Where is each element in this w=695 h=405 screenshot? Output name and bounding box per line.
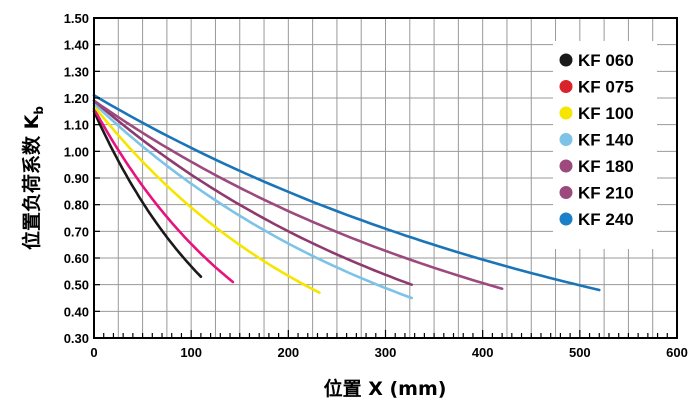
- legend-label: KF 180: [578, 157, 634, 176]
- x-tick-label: 100: [180, 345, 202, 360]
- legend-marker: [560, 133, 573, 146]
- y-axis-title-group: 位置负荷系数 Kb: [20, 106, 46, 250]
- legend-marker: [560, 160, 573, 173]
- legend-marker: [560, 107, 573, 120]
- legend-marker: [560, 186, 573, 199]
- legend-label: KF 075: [578, 78, 634, 97]
- x-axis-title: 位置 X (mm): [324, 377, 447, 400]
- y-tick-label: 0.30: [64, 331, 89, 346]
- y-tick-label: 0.60: [64, 251, 89, 266]
- legend-marker: [560, 80, 573, 93]
- legend-label: KF 140: [578, 131, 634, 150]
- x-tick-label: 200: [277, 345, 299, 360]
- x-tick-label: 500: [569, 345, 591, 360]
- y-tick-label: 1.50: [64, 11, 89, 26]
- y-axis-title-sub: b: [32, 106, 46, 115]
- legend: KF 060 KF 075 KF 100 KF 140 KF 180 KF 210 KF 2…: [553, 41, 657, 249]
- series-line: [94, 101, 412, 285]
- y-tick-label: 1.30: [64, 64, 89, 79]
- y-tick-label: 0.80: [64, 198, 89, 213]
- y-axis-title: 位置负荷系数 Kb: [20, 106, 46, 250]
- legend-label: KF 100: [578, 104, 634, 123]
- y-tick-label: 1.10: [64, 118, 89, 133]
- legend-label: KF 240: [578, 210, 634, 229]
- x-tick-label: 0: [90, 345, 97, 360]
- series-curves: [94, 95, 599, 298]
- y-tick-label: 1.00: [64, 144, 89, 159]
- legend-label: KF 060: [578, 51, 634, 70]
- legend-marker: [560, 213, 573, 226]
- y-tick-labels: 0.30 0.40 0.50 0.60 0.70 0.80 0.90 1.00 1.10 1.20…: [64, 11, 89, 346]
- legend-marker: [560, 54, 573, 67]
- y-tick-label: 0.90: [64, 171, 89, 186]
- y-tick-label: 1.40: [64, 38, 89, 53]
- legend-label: KF 210: [578, 184, 634, 203]
- x-tick-labels: 0 100 200 300 400 500 600: [90, 345, 687, 360]
- y-tick-label: 0.50: [64, 278, 89, 293]
- y-axis-title-main: 位置负荷系数 K: [20, 113, 43, 250]
- y-tick-label: 0.70: [64, 224, 89, 239]
- y-tick-label: 1.20: [64, 91, 89, 106]
- x-tick-label: 300: [375, 345, 397, 360]
- y-tick-label: 0.40: [64, 304, 89, 319]
- x-tick-label: 400: [472, 345, 494, 360]
- x-tick-label: 600: [666, 345, 688, 360]
